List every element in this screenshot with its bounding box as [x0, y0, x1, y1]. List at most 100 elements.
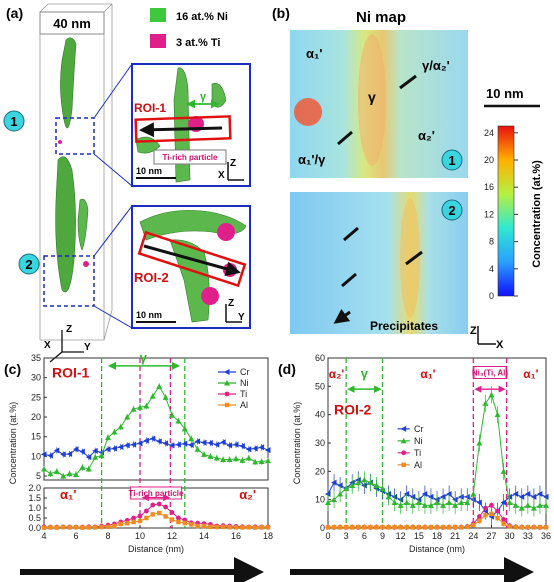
data-point-ni: [373, 482, 380, 488]
data-point-cr: [188, 441, 194, 448]
legend-marker-cr: [224, 369, 230, 375]
legend-marker-al: [224, 402, 230, 408]
data-point-ni: [397, 502, 404, 508]
data-point-ni: [446, 499, 453, 505]
data-point-ni: [385, 493, 392, 500]
data-point-al: [337, 525, 343, 530]
data-point-ti: [156, 501, 162, 507]
axis-y-label: Y: [84, 342, 91, 353]
legend-ni-label: 16 at.% Ni: [176, 11, 228, 23]
data-point-ni: [239, 457, 246, 463]
colorbar-label: Concentration (at.%): [531, 160, 543, 268]
chart-d: γα₂' α₁' α₁'Ni₃(Ti, Al)ROI-20 3 6 9 12 15 18 21 24…: [292, 353, 551, 554]
data-point-cr: [233, 441, 239, 448]
gamma-channel: [358, 34, 386, 166]
data-point-ni: [409, 502, 416, 508]
data-point-ni: [53, 468, 60, 474]
y-tick-label: 60: [315, 353, 325, 363]
marker-1-label: 1: [10, 114, 17, 129]
alpha1-annotation: α₁': [60, 487, 76, 502]
data-point-ni: [73, 471, 79, 477]
alpha1-annotation: α₁': [420, 367, 435, 381]
data-point-cr: [252, 445, 258, 452]
data-point-ni: [130, 406, 137, 412]
precipitate-annotation: Ni₃(Ti, Al): [472, 369, 508, 378]
data-point-cr: [47, 452, 53, 459]
data-point-al: [227, 525, 232, 530]
data-point-ni: [403, 499, 410, 505]
marker-1: [3, 110, 25, 132]
data-point-cr: [536, 491, 543, 497]
data-point-al: [392, 524, 397, 530]
ti-cluster-dot: [83, 261, 89, 267]
data-point-al: [440, 524, 446, 530]
data-point-ni: [149, 393, 156, 399]
legend-label-cr: Cr: [414, 424, 424, 434]
data-point-ni: [427, 502, 434, 508]
data-point-cr: [500, 499, 507, 506]
legend-swatch-ti: [150, 34, 166, 48]
data-point-ni: [85, 465, 92, 472]
plot-frame-upper: [43, 357, 269, 481]
data-point-ni: [117, 423, 124, 430]
data-point-ti: [483, 505, 488, 511]
legend-label-ni: Ni: [240, 378, 249, 388]
data-point-al: [374, 525, 379, 530]
axis-x-label: X: [44, 340, 51, 351]
data-point-ni: [325, 499, 331, 505]
data-point-al: [446, 525, 452, 530]
data-point-al: [214, 524, 219, 530]
data-point-ti: [131, 515, 137, 521]
data-point-cr: [524, 491, 531, 497]
data-point-cr: [169, 442, 175, 449]
zoom1-axis-z: Z: [230, 158, 236, 169]
x-tick-label: 21: [450, 531, 460, 541]
map-axis-z: Z: [470, 325, 477, 337]
zoom-roi-1: γ ROI-1 Ti-rich particle 10 nm Z X: [131, 63, 251, 187]
panel-a-label: (a): [6, 5, 23, 21]
particle-annotation: Ti-rich particle: [129, 489, 185, 498]
data-point-ni: [41, 465, 47, 472]
data-point-cr: [41, 451, 47, 458]
data-point-al: [144, 515, 149, 521]
series-line-ti: [43, 503, 268, 528]
data-point-al: [195, 523, 200, 529]
zoom1-axis-x: X: [218, 170, 225, 181]
data-point-ni: [488, 391, 495, 398]
data-point-ti: [144, 508, 149, 514]
data-point-al: [398, 525, 403, 530]
legend-label-ni: Ni: [414, 436, 423, 446]
data-point-cr: [60, 451, 66, 458]
data-point-al: [513, 524, 518, 530]
data-point-al: [350, 525, 355, 530]
data-point-ni: [111, 428, 118, 435]
data-point-al: [253, 525, 258, 530]
data-point-ti: [489, 502, 494, 508]
data-point-ni: [188, 435, 195, 442]
data-point-ni: [181, 425, 188, 432]
data-point-al: [537, 524, 543, 530]
x-tick-label: 36: [541, 531, 551, 541]
data-point-al: [157, 510, 162, 516]
data-point-al: [525, 524, 531, 530]
y-tick-label: 25: [31, 392, 41, 402]
data-point-al: [471, 522, 476, 528]
colorbar-tick-label: 20: [484, 155, 494, 165]
data-point-al: [73, 525, 79, 530]
ni-map-region-2: [290, 192, 468, 334]
data-point-ni: [434, 499, 440, 505]
data-point-ni: [175, 417, 182, 424]
precipitate-band: [400, 198, 420, 318]
data-point-al: [404, 524, 409, 530]
data-point-ni: [66, 470, 73, 477]
data-point-ni: [137, 404, 143, 410]
precipitate-annotation-box: [473, 366, 507, 379]
data-point-ni: [458, 499, 465, 505]
legend-swatch-ni: [150, 8, 166, 22]
data-point-ni: [500, 468, 507, 474]
ti-cluster-dot: [58, 140, 62, 144]
data-point-ni: [79, 464, 86, 470]
panel-a: (a) 40 nm 1 2 Z Y X 16 at.% Ni 3 at.% Ti: [3, 3, 251, 363]
data-point-al: [131, 519, 136, 525]
y-tick-label: 1.0: [28, 503, 41, 513]
